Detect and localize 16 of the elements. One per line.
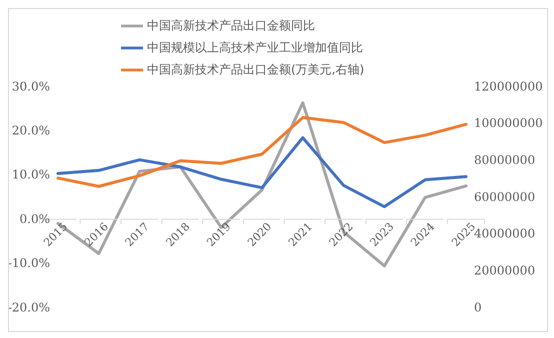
line-series [56, 136, 468, 208]
y2-tick-label: 0 [474, 300, 482, 314]
y2-tick-label: 80000000 [474, 152, 536, 167]
legend-label: 中国高新技术产品出口金额同比 [147, 18, 315, 32]
y-tick-label: 0.0% [20, 212, 50, 226]
y-tick-label: 30.0% [12, 79, 50, 94]
y2-tick-label: 120000000 [474, 79, 543, 94]
line-series [56, 116, 468, 188]
legend-label: 中国规模以上高技术产业工业增加值同比 [147, 40, 363, 54]
y-tick-label: 10.0% [12, 168, 50, 182]
y2-tick-label: 20000000 [474, 263, 536, 278]
legend-label: 中国高新技术产品出口金额(万美元,右轴) [147, 62, 364, 76]
y2-tick-label: 60000000 [474, 190, 536, 204]
y-tick-label: 20.0% [12, 123, 50, 138]
y2-tick-label: 100000000 [474, 116, 543, 130]
y2-tick-label: 40000000 [474, 226, 536, 241]
